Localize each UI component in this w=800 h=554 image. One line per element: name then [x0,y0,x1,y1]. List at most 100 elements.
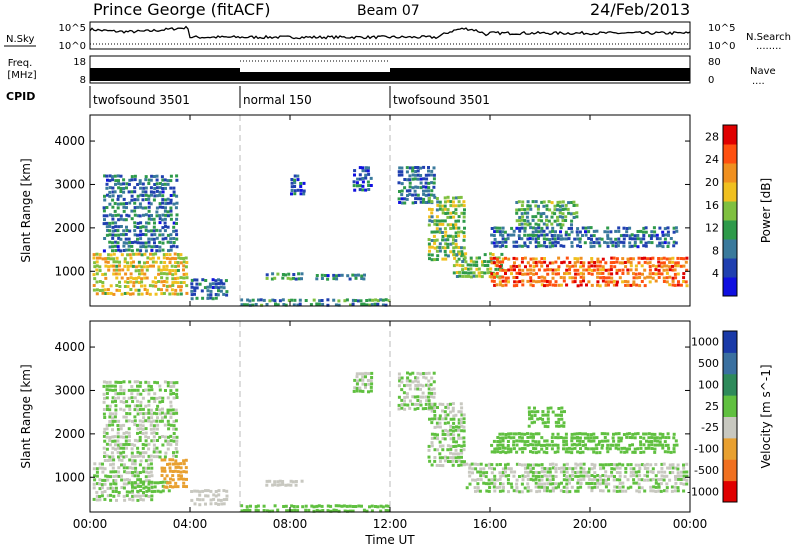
echo-cell [625,230,629,234]
echo-cell [290,298,294,302]
echo-cell [315,508,319,512]
echo-cell [531,432,535,436]
colorbar-tick-label: 4 [712,267,719,280]
echo-cell [154,281,158,284]
echo-cell [545,451,549,455]
echo-cell [326,298,330,302]
echo-cell [429,383,433,387]
echo-cell [332,273,336,277]
echo-cell [174,459,178,463]
echo-cell [579,271,583,275]
echo-cell [581,226,585,230]
echo-cell [116,435,120,439]
echo-cell [364,169,368,173]
echo-cell [355,382,359,386]
echo-cell [292,273,296,276]
echo-cell [364,173,368,177]
echo-cell [540,474,544,478]
echo-cell [408,387,412,391]
echo-cell [104,260,108,264]
echo-cell [551,211,555,215]
echo-cell [428,417,431,421]
echo-cell [654,264,658,268]
echo-cell [590,462,594,466]
echo-cell [475,256,479,260]
echo-cell [643,284,647,288]
echo-cell [514,432,518,436]
echo-cell [154,276,157,280]
echo-cell [190,278,194,282]
echo-cell [145,292,149,295]
echo-cell [172,427,176,431]
echo-cell [529,257,533,261]
echo-cell [196,497,200,501]
echo-cell [549,489,552,493]
echo-cell [647,240,651,244]
echo-cell [361,169,365,173]
echo-cell [152,424,156,428]
echo-cell [518,216,522,219]
echo-cell [551,489,555,493]
echo-cell [618,474,622,478]
echo-cell [643,467,647,470]
echo-cell [113,202,117,205]
echo-cell [443,219,447,223]
echo-cell [559,283,563,287]
echo-cell [520,432,524,436]
echo-cell [592,268,596,272]
echo-cell [146,256,150,260]
echo-cell [172,221,176,225]
echo-cell [531,466,535,470]
echo-cell [520,439,524,443]
echo-cell [534,261,538,264]
echo-cell [139,427,143,431]
echo-cell [142,486,146,490]
echo-cell [206,293,210,297]
echo-cell [166,182,170,186]
echo-cell [127,396,131,400]
echo-cell [682,477,686,481]
echo-cell [593,485,597,489]
echo-cell [105,447,109,451]
echo-cell [596,474,600,477]
echo-cell [195,489,199,493]
nsearch-label: N.Search [746,32,791,43]
echo-cell [451,235,455,239]
echo-cell [515,219,519,223]
echo-cell [586,433,590,437]
echo-cell [607,283,610,287]
echo-cell [515,489,519,493]
echo-cell [119,214,123,218]
echo-cell [342,504,346,508]
echo-cell [454,242,458,246]
echo-cell [457,436,461,440]
echo-cell [493,467,496,471]
echo-cell [381,505,385,509]
echo-cell [501,275,505,279]
echo-cell [130,491,134,495]
echo-cell [119,446,123,450]
echo-cell [133,213,137,217]
echo-cell [565,264,569,268]
colorbar-swatch [723,125,737,145]
echo-cell [446,456,450,460]
echo-cell [624,265,628,269]
echo-cell [455,253,459,257]
echo-cell [657,276,661,279]
echo-cell [563,410,566,414]
echo-cell [534,257,538,261]
echo-region [490,226,679,249]
echo-cell [400,173,404,177]
echo-cell [150,229,153,233]
echo-cell [438,200,442,204]
echo-cell [568,466,572,470]
echo-cell [271,509,275,513]
echo-cell [657,478,661,482]
echo-cell [315,274,319,277]
echo-cell [584,446,588,450]
echo-cell [290,181,294,185]
echo-cell [501,260,505,264]
echo-cell [535,272,538,276]
nsearch-key: ........ [756,41,781,52]
echo-cell [526,470,530,474]
